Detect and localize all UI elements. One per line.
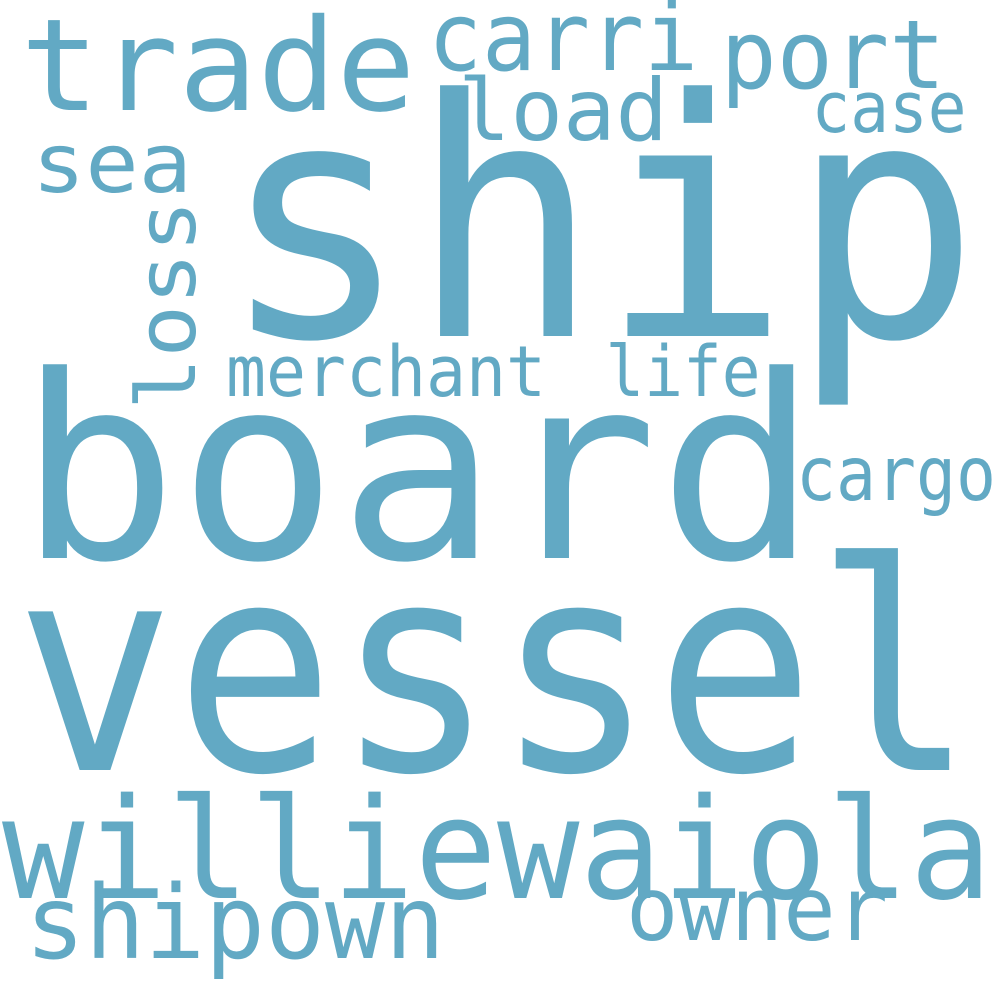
word-vessel: vessel bbox=[15, 502, 975, 839]
word-carri: carri bbox=[428, 0, 698, 93]
word-port: port bbox=[721, 1, 946, 111]
word-shipown: shipown bbox=[25, 864, 445, 983]
word-life: life bbox=[606, 331, 761, 413]
word-trade: trade bbox=[21, 0, 416, 141]
word-ship: ship bbox=[220, 30, 980, 414]
word-case: case bbox=[812, 67, 967, 149]
word-cargo: cargo bbox=[796, 430, 996, 518]
word-loss: loss bbox=[120, 200, 215, 410]
word-sea: sea bbox=[32, 117, 192, 212]
word-load: load bbox=[458, 61, 668, 161]
word-board: board bbox=[18, 322, 818, 619]
word-merchant: merchant bbox=[226, 331, 546, 413]
word-owner: owner bbox=[626, 858, 888, 961]
word-williewaiola: williewaiola bbox=[2, 769, 992, 932]
